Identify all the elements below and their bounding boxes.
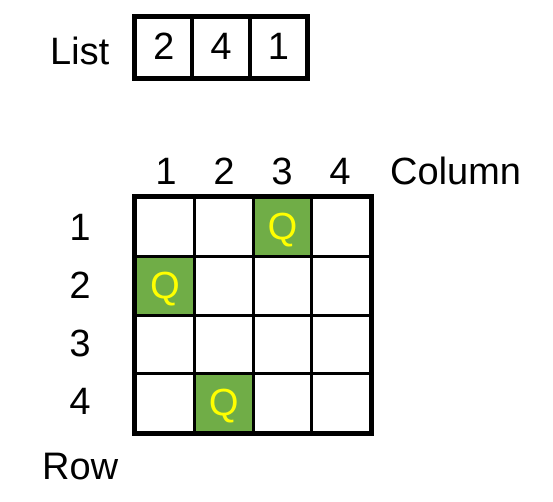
- row-numbers: 1 2 3 4: [60, 199, 100, 431]
- board-cell: [254, 316, 311, 373]
- queen-symbol: Q: [267, 205, 298, 248]
- column-number: 1: [155, 151, 177, 193]
- queen-symbol: Q: [150, 264, 180, 307]
- list-array: 2 4 1: [132, 14, 310, 81]
- board-cell: [254, 375, 311, 431]
- list-cell: 4: [194, 19, 252, 76]
- board-cell: [313, 199, 369, 255]
- row-number: 3: [69, 323, 91, 365]
- chess-board: Q Q Q: [132, 194, 374, 436]
- board-cell: [195, 316, 252, 373]
- board-cell: [137, 199, 193, 255]
- row-label: Row: [42, 446, 119, 488]
- queen-cell: Q: [137, 257, 193, 314]
- row-number: 2: [69, 265, 91, 307]
- queen-cell: Q: [254, 199, 311, 255]
- column-number: 3: [271, 151, 293, 193]
- board-cell: [195, 257, 252, 314]
- column-label: Column: [390, 151, 521, 193]
- board-cell: [313, 316, 369, 373]
- board-cell: [137, 375, 193, 431]
- board-cell: [195, 199, 252, 255]
- queen-symbol: Q: [208, 382, 239, 425]
- column-numbers: 1 2 3 4: [137, 153, 369, 193]
- list-cell: 2: [137, 19, 195, 76]
- list-label: List: [50, 31, 110, 73]
- board-cell: [137, 316, 193, 373]
- row-number: 1: [69, 207, 91, 249]
- board-cell: [254, 257, 311, 314]
- row-number: 4: [69, 381, 91, 423]
- queen-cell: Q: [195, 375, 252, 431]
- list-cell: 1: [267, 26, 289, 68]
- board-cell: [313, 375, 369, 431]
- column-number: 4: [329, 151, 351, 193]
- board-cell: [313, 257, 369, 314]
- column-number: 2: [213, 151, 235, 193]
